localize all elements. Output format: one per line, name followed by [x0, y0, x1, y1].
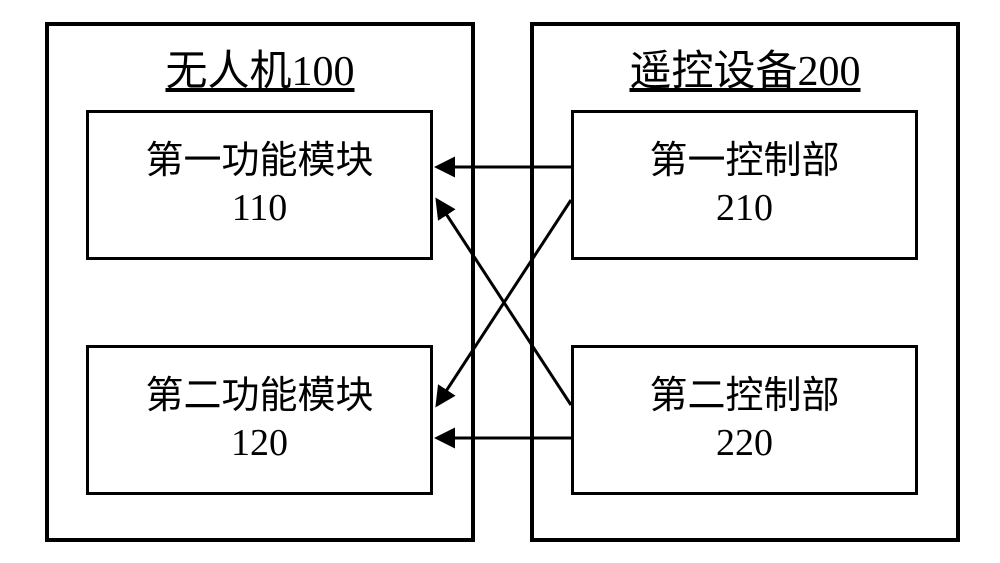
- right-module-1-label-line1: 第一控制部: [649, 140, 839, 182]
- right-module-1: 第一控制部 210: [571, 110, 918, 260]
- right-module-2: 第二控制部 220: [571, 345, 918, 495]
- left-module-2: 第二功能模块 120: [86, 345, 433, 495]
- right-module-2-label-line2: 220: [716, 422, 773, 464]
- right-group-title: 遥控设备200: [530, 37, 960, 98]
- left-module-1-label-line2: 110: [232, 187, 288, 229]
- right-module-2-label-line1: 第二控制部: [649, 375, 839, 417]
- left-module-1: 第一功能模块 110: [86, 110, 433, 260]
- left-module-2-label-line1: 第二功能模块: [145, 375, 373, 417]
- left-module-2-label-line2: 120: [231, 422, 288, 464]
- left-module-1-label-line1: 第一功能模块: [145, 140, 373, 182]
- right-module-1-label-line2: 210: [716, 187, 773, 229]
- left-group-title: 无人机100: [45, 37, 475, 98]
- diagram-canvas: 无人机100 第一功能模块 110 第二功能模块 120 遥控设备200 第一控…: [0, 0, 1000, 563]
